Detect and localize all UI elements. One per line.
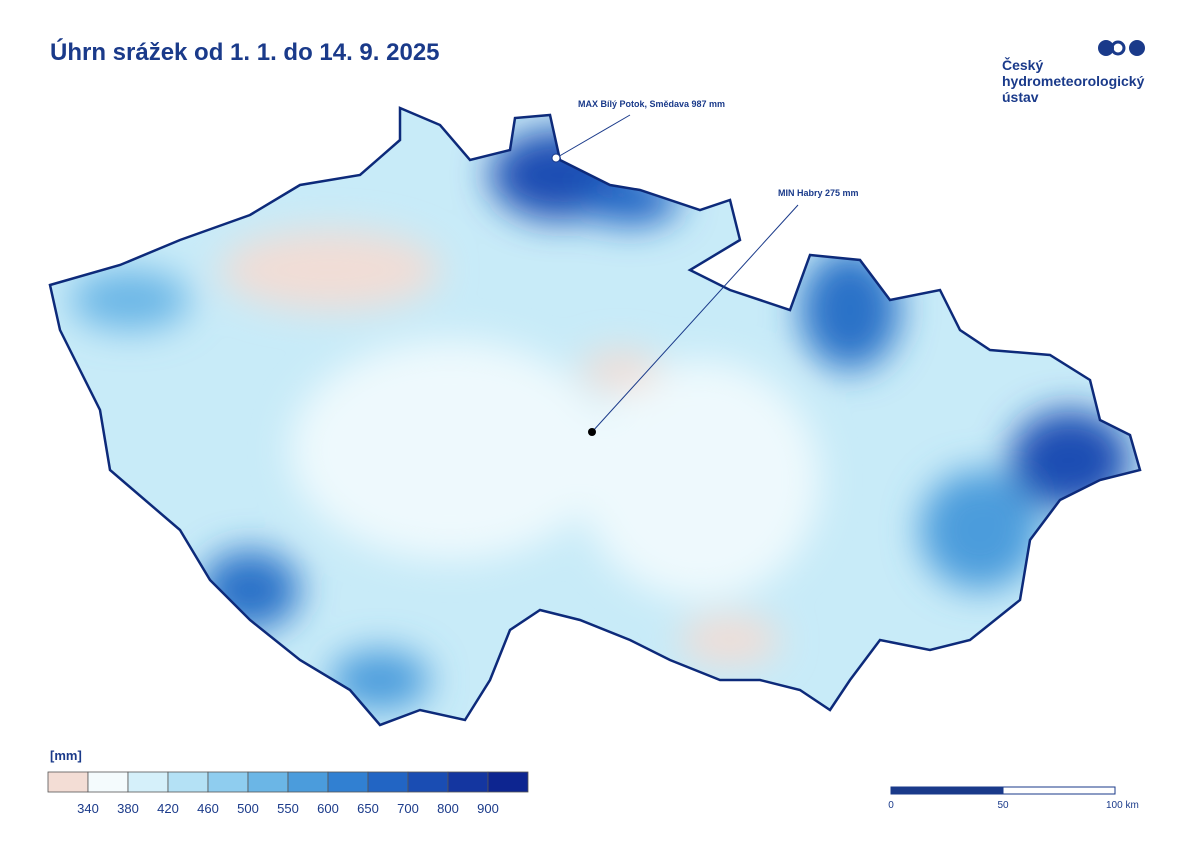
scale-bar: 0 50 100 km (888, 786, 1139, 811)
legend: 340 380 420 460 500 550 600 650 700 800 900 (47, 771, 529, 816)
precipitation-map (50, 108, 1140, 725)
legend-label: 600 (317, 801, 339, 816)
min-point (588, 428, 596, 436)
legend-label: 500 (237, 801, 259, 816)
legend-label: 380 (117, 801, 139, 816)
legend-swatch (207, 771, 249, 793)
logo-text: ústav (1002, 89, 1039, 105)
legend-swatch (407, 771, 449, 793)
max-point (551, 153, 561, 163)
logo: Český hydrometeorologický ústav (1002, 40, 1145, 105)
legend-swatch (327, 771, 369, 793)
legend-label: 800 (437, 801, 459, 816)
legend-label: 340 (77, 801, 99, 816)
leader-line (591, 204, 799, 433)
legend-label: 700 (397, 801, 419, 816)
legend-swatch (287, 771, 329, 793)
annotation: MAX Bílý Potok, Smědava 987 mm (578, 99, 725, 109)
logo-text: hydrometeorologický (1002, 73, 1145, 89)
leader-line (555, 114, 631, 159)
legend-unit: [mm] (50, 748, 82, 763)
legend-label: 900 (477, 801, 499, 816)
legend-swatch (447, 771, 489, 793)
legend-swatch (167, 771, 209, 793)
legend-swatch (127, 771, 169, 793)
legend-label: 650 (357, 801, 379, 816)
legend-swatch (487, 771, 529, 793)
legend-swatch (87, 771, 129, 793)
legend-label: 420 (157, 801, 179, 816)
legend-label: 460 (197, 801, 219, 816)
scale-label: 50 (997, 800, 1009, 811)
legend-label: 550 (277, 801, 299, 816)
legend-swatch (367, 771, 409, 793)
scale-label: 0 (888, 800, 894, 811)
scale-label: 100 km (1106, 800, 1139, 811)
logo-text: Český (1002, 56, 1043, 73)
title: Úhrn srážek od 1. 1. do 14. 9. 2025 (50, 38, 440, 66)
legend-swatch (47, 771, 89, 793)
annotation: MIN Habry 275 mm (778, 188, 859, 198)
legend-swatch (247, 771, 289, 793)
